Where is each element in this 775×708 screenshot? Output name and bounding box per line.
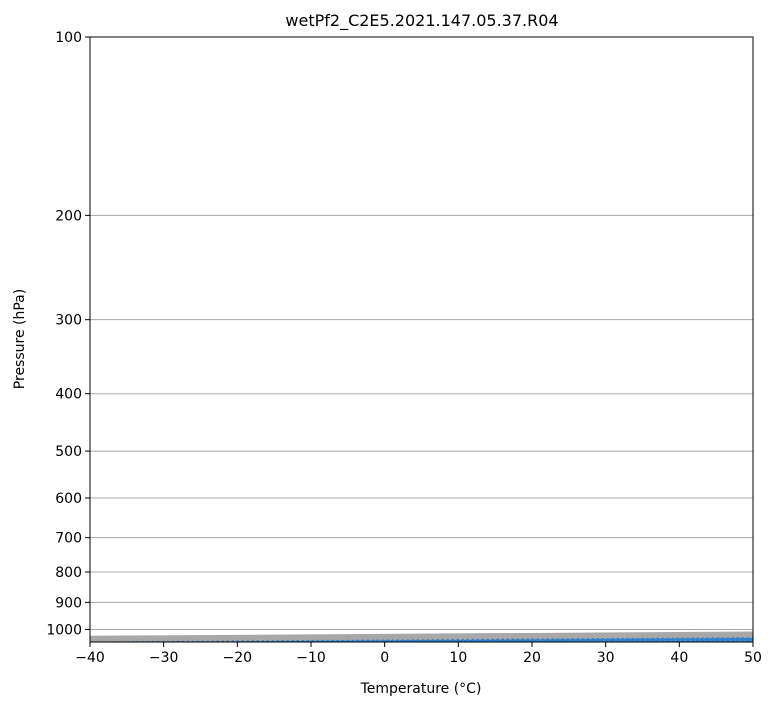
plot-area: −100−90−80−70−60−50−40−30−20−100.10.20.4… [90, 37, 753, 642]
y-tick-label: 600 [55, 491, 82, 507]
x-tick-label: −40 [75, 650, 105, 666]
pressure-grid [90, 37, 753, 630]
y-tick-label: 300 [55, 313, 82, 329]
x-tick-label: 10 [449, 650, 467, 666]
y-tick-label: 1000 [46, 622, 82, 638]
x-tick-label: 0 [380, 650, 389, 666]
chart-title: wetPf2_C2E5.2021.147.05.37.R04 [285, 11, 558, 31]
x-tick-label: 50 [744, 650, 762, 666]
x-tick-label: 20 [523, 650, 541, 666]
y-tick-label: 500 [55, 444, 82, 460]
x-axis-label: Temperature (°C) [360, 681, 482, 697]
x-tick-label: −20 [223, 650, 253, 666]
y-tick-label: 200 [55, 208, 82, 224]
x-tick-label: −30 [149, 650, 179, 666]
y-tick-label: 700 [55, 531, 82, 547]
plot-frame [89, 36, 754, 643]
y-tick-label: 400 [55, 387, 82, 403]
y-tick-label: 900 [55, 595, 82, 611]
y-axis-label: Pressure (hPa) [12, 289, 28, 389]
y-axis: 100 200 300 400 500 600 700 800 900 1000 [46, 30, 90, 638]
x-tick-label: 40 [670, 650, 688, 666]
x-axis: −40 −30 −20 −10 0 10 20 30 40 50 [75, 642, 762, 666]
y-tick-label: 100 [55, 30, 82, 46]
y-tick-label: 800 [55, 565, 82, 581]
x-tick-label: −10 [296, 650, 326, 666]
x-tick-label: 30 [597, 650, 615, 666]
